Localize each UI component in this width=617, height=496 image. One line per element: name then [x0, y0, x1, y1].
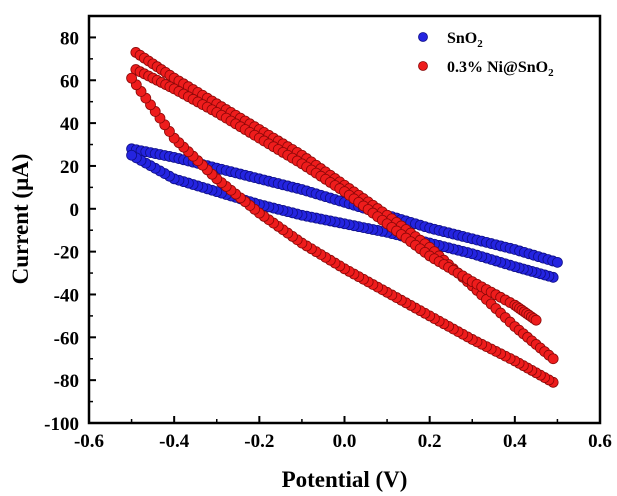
data-point	[547, 353, 559, 365]
y-tick-label: -20	[54, 243, 79, 264]
legend-marker-sno2	[418, 32, 428, 42]
y-tick-label: -100	[44, 414, 79, 435]
y-axis-title: Current (μA)	[8, 154, 33, 285]
data-point	[530, 314, 542, 326]
x-tick-label: 0.6	[588, 431, 612, 452]
y-tick-label: 80	[60, 28, 79, 49]
legend-marker-ni-sno2	[418, 61, 428, 71]
x-tick-label: -0.6	[74, 431, 104, 452]
y-tick-label: 0	[70, 200, 80, 221]
data-point	[126, 149, 137, 161]
y-tick-label: -40	[54, 285, 79, 306]
y-tick-label: 20	[60, 157, 79, 178]
legend: SnO2 0.3% Ni@SnO2	[418, 30, 554, 79]
y-tick-label: -80	[54, 371, 79, 392]
x-tick-label: 0.0	[333, 431, 357, 452]
x-axis-title: Potential (V)	[282, 467, 408, 492]
data-markers	[126, 47, 563, 388]
x-tick-label: -0.2	[244, 431, 274, 452]
data-point	[552, 256, 563, 268]
y-tick-label: 40	[60, 114, 79, 135]
axis-ticks: -0.6 -0.4 -0.2 0.0 0.2 0.4 0.6 -100 -80 -60 -40 -20…	[44, 15, 612, 452]
data-point	[126, 72, 137, 84]
y-tick-label: 60	[60, 71, 79, 92]
x-tick-label: -0.4	[159, 431, 190, 452]
x-tick-label: 0.2	[418, 431, 442, 452]
legend-label-sno2: SnO2	[447, 30, 483, 50]
legend-label-ni-sno2: 0.3% Ni@SnO2	[447, 59, 554, 79]
y-tick-label: -60	[54, 328, 79, 349]
x-tick-label: 0.4	[503, 431, 527, 452]
